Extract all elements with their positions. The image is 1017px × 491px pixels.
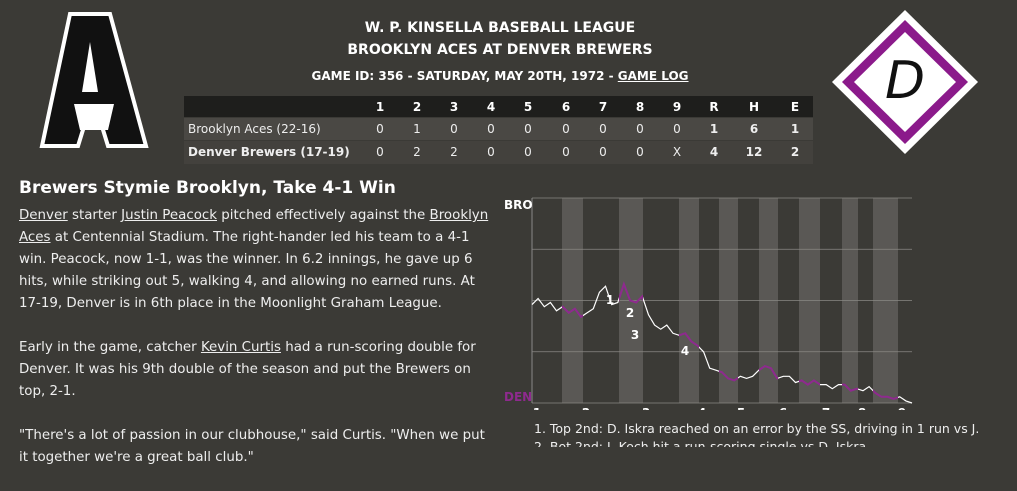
inning-label: 4 (698, 406, 706, 410)
score-cell: 0 (376, 122, 384, 136)
article-title: Brewers Stymie Brooklyn, Take 4-1 Win (19, 178, 396, 198)
score-cell: 1 (709, 122, 719, 136)
matchup-title: BROOKLYN ACES AT DENVER BREWERS (347, 42, 653, 58)
article-text: starter (67, 208, 122, 223)
article-text: "There's a lot of passion in our clubhou… (19, 428, 485, 465)
play-notes: 1. Top 2nd: D. Iskra reached on an error… (534, 420, 983, 447)
win-probability-chart: BRODEN1234567891234 (504, 197, 913, 410)
away-logo (39, 12, 149, 148)
column-header: 9 (672, 100, 682, 114)
inning-label: 2 (582, 406, 590, 410)
column-header: 2 (412, 100, 422, 114)
line-score-row (184, 141, 813, 164)
article-paragraph: "There's a lot of passion in our clubhou… (19, 425, 494, 469)
inning-label: 3 (642, 406, 650, 410)
score-cell: 0 (450, 122, 458, 136)
score-cell: 0 (524, 145, 532, 159)
column-header: H (748, 100, 760, 114)
column-header: R (709, 100, 719, 114)
team-name[interactable]: Brooklyn Aces (22-16) (188, 122, 321, 136)
column-header: 7 (598, 100, 608, 114)
play-marker: 4 (681, 344, 689, 358)
score-cell: X (672, 145, 682, 159)
play-marker: 2 (626, 306, 634, 320)
column-header: 4 (486, 100, 496, 114)
article-body: Denver starter Justin Peacock pitched ef… (19, 205, 494, 491)
score-cell: 0 (673, 122, 681, 136)
score-cell: 0 (599, 145, 607, 159)
inning-label: 5 (737, 406, 745, 410)
score-cell: 0 (636, 145, 644, 159)
bottom-team-label: DEN (504, 390, 532, 404)
article-link[interactable]: Brooklyn Aces (19, 208, 489, 245)
game-line: GAME ID: 356 - SATURDAY, MAY 20TH, 1972 … (180, 69, 820, 83)
line-score-header (184, 96, 813, 117)
column-header: 1 (375, 100, 385, 114)
top-team-label: BRO (504, 198, 533, 212)
inning-label: 6 (779, 406, 787, 410)
score-cell: 0 (376, 145, 384, 159)
game-log-link[interactable]: GAME LOG (617, 69, 689, 83)
column-header: E (790, 100, 800, 114)
play-marker: 3 (631, 328, 639, 342)
article-paragraph: Denver starter Justin Peacock pitched ef… (19, 205, 494, 315)
score-cell: 4 (709, 145, 719, 159)
svg-text:D: D (885, 51, 925, 111)
article-text: Early in the game, catcher (19, 340, 201, 355)
column-header: 3 (449, 100, 459, 114)
article-paragraph: Early in the game, catcher Kevin Curtis … (19, 337, 494, 403)
inning-label: 9 (898, 406, 906, 410)
score-cell: 6 (749, 122, 759, 136)
score-cell: 12 (745, 145, 763, 159)
article-text: at Centennial Stadium. The right-hander … (19, 230, 475, 311)
team-name[interactable]: Denver Brewers (17-19) (188, 145, 350, 159)
score-cell: 1 (413, 122, 421, 136)
score-cell: 0 (562, 122, 570, 136)
score-cell: 0 (599, 122, 607, 136)
score-cell: 2 (790, 145, 800, 159)
article-text: pitched effectively against the (217, 208, 430, 223)
score-cell: 1 (790, 122, 800, 136)
score-cell: 2 (413, 145, 421, 159)
inning-label: 1 (533, 406, 541, 410)
inning-label: 8 (858, 406, 866, 410)
score-cell: 0 (487, 145, 495, 159)
article-link[interactable]: Denver (19, 208, 68, 223)
score-cell: 2 (450, 145, 458, 159)
league-title: W. P. KINSELLA BASEBALL LEAGUE (364, 20, 636, 36)
column-header: 6 (561, 100, 571, 114)
score-cell: 0 (524, 122, 532, 136)
page-body: D W. P. KINSELLA BASEBALL LEAGUE BROOKLY… (19, 10, 983, 465)
article-link[interactable]: Justin Peacock (121, 208, 218, 223)
play-note: 2. Bot 2nd: J. Koch hit a run-scoring si… (534, 439, 867, 447)
article-link[interactable]: Kevin Curtis (200, 340, 281, 355)
play-marker: 1 (606, 293, 614, 307)
line-score: 1 2 3 4 5 6 7 8 9 R H E Brooklyn Aces (22-16) 0 1 0 0 0 0 0… (184, 96, 813, 164)
home-logo: D (832, 10, 978, 154)
column-header: 5 (523, 100, 533, 114)
play-note: 1. Top 2nd: D. Iskra reached on an error… (534, 421, 983, 436)
score-cell: 0 (562, 145, 570, 159)
line-score-row (184, 118, 813, 140)
score-cell: 0 (636, 122, 644, 136)
article-text: had a run-scoring double for Denver. It … (19, 340, 476, 399)
game-info: GAME ID: 356 - SATURDAY, MAY 20TH, 1972 … (311, 69, 618, 83)
inning-label: 7 (822, 406, 830, 410)
column-header: 8 (635, 100, 645, 114)
page: {"header": {"title": "W. P. KINSELLA BAS… (19, 10, 983, 465)
score-cell: 0 (487, 122, 495, 136)
